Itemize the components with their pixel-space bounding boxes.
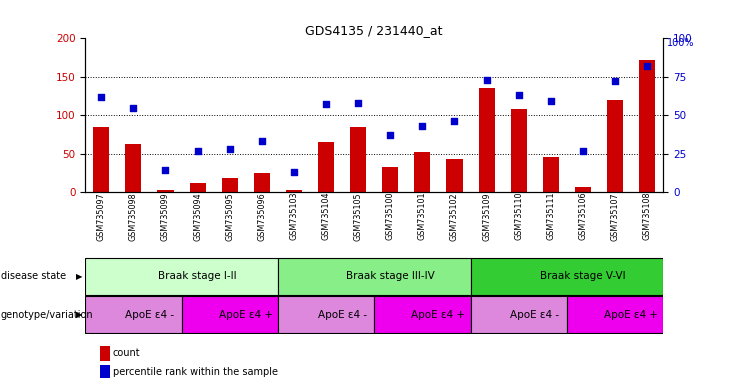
Text: GSM735109: GSM735109 [482, 192, 491, 241]
Text: GSM735099: GSM735099 [161, 192, 170, 241]
Bar [382, 167, 399, 192]
Bar [350, 127, 366, 192]
Bar [542, 157, 559, 192]
Text: ApoE ε4 -: ApoE ε4 - [125, 310, 174, 320]
FancyBboxPatch shape [182, 296, 278, 333]
Text: ▶: ▶ [76, 272, 82, 281]
Bar [446, 159, 462, 192]
Point [224, 146, 236, 152]
Point [192, 147, 204, 154]
Text: GSM735110: GSM735110 [514, 192, 523, 240]
Text: GSM735101: GSM735101 [418, 192, 427, 240]
FancyBboxPatch shape [85, 258, 278, 295]
Bar [157, 190, 173, 192]
Bar [286, 190, 302, 192]
Text: GSM735094: GSM735094 [193, 192, 202, 241]
Text: GSM735097: GSM735097 [97, 192, 106, 241]
Text: GSM735100: GSM735100 [386, 192, 395, 240]
Text: GSM735098: GSM735098 [129, 192, 138, 241]
FancyBboxPatch shape [85, 296, 182, 333]
Point [385, 132, 396, 138]
FancyBboxPatch shape [567, 296, 663, 333]
Point [545, 98, 556, 104]
Bar [414, 152, 431, 192]
Title: GDS4135 / 231440_at: GDS4135 / 231440_at [305, 24, 443, 37]
Text: GSM735103: GSM735103 [290, 192, 299, 240]
Text: 100%: 100% [668, 38, 695, 48]
Point [352, 100, 364, 106]
Bar [125, 144, 142, 192]
Point [481, 77, 493, 83]
Text: Braak stage I-II: Braak stage I-II [159, 271, 237, 281]
Point [448, 118, 460, 124]
Text: GSM735095: GSM735095 [225, 192, 234, 241]
Bar [253, 173, 270, 192]
Bar [607, 100, 623, 192]
Bar [190, 183, 205, 192]
Point [641, 63, 653, 69]
Text: percentile rank within the sample: percentile rank within the sample [113, 367, 278, 377]
FancyBboxPatch shape [278, 258, 471, 295]
Text: GSM735096: GSM735096 [257, 192, 266, 241]
Bar [639, 60, 655, 192]
Point [256, 138, 268, 144]
Text: count: count [113, 348, 140, 358]
FancyBboxPatch shape [374, 296, 471, 333]
Point [127, 104, 139, 111]
Text: ▶: ▶ [76, 310, 82, 319]
Text: genotype/variation: genotype/variation [1, 310, 93, 320]
FancyBboxPatch shape [278, 296, 374, 333]
Point [320, 101, 332, 108]
Point [513, 92, 525, 98]
Text: GSM735105: GSM735105 [353, 192, 362, 241]
FancyBboxPatch shape [471, 258, 663, 295]
Point [96, 94, 107, 100]
Bar [93, 127, 110, 192]
Text: GSM735106: GSM735106 [579, 192, 588, 240]
Bar [222, 178, 238, 192]
Text: GSM735108: GSM735108 [642, 192, 651, 240]
FancyBboxPatch shape [471, 296, 567, 333]
Text: Braak stage V-VI: Braak stage V-VI [540, 271, 625, 281]
Text: ApoE ε4 +: ApoE ε4 + [411, 310, 465, 320]
Text: GSM735107: GSM735107 [611, 192, 619, 241]
Text: GSM735102: GSM735102 [450, 192, 459, 241]
Point [159, 167, 171, 174]
Bar [575, 187, 591, 192]
Point [288, 169, 300, 175]
Point [577, 147, 589, 154]
Text: ApoE ε4 +: ApoE ε4 + [604, 310, 658, 320]
Bar [318, 142, 334, 192]
Text: Braak stage III-IV: Braak stage III-IV [346, 271, 435, 281]
Text: disease state: disease state [1, 271, 66, 281]
Text: GSM735104: GSM735104 [322, 192, 330, 240]
Bar [511, 109, 527, 192]
Text: GSM735111: GSM735111 [546, 192, 555, 240]
Text: ApoE ε4 -: ApoE ε4 - [511, 310, 559, 320]
Text: ApoE ε4 -: ApoE ε4 - [318, 310, 367, 320]
Text: ApoE ε4 +: ApoE ε4 + [219, 310, 273, 320]
Point [609, 78, 621, 84]
Bar [479, 88, 495, 192]
Point [416, 123, 428, 129]
